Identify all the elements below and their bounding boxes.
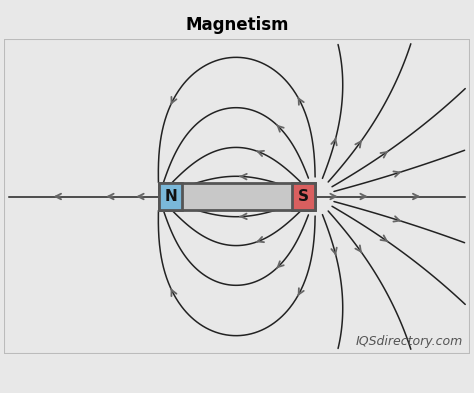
Text: IQSdirectory.com: IQSdirectory.com [356,335,463,348]
Bar [292,183,315,210]
Bar [159,183,315,210]
Title: Magnetism: Magnetism [185,17,289,35]
Text: N: N [164,189,177,204]
Bar [159,183,182,210]
Text: S: S [298,189,309,204]
